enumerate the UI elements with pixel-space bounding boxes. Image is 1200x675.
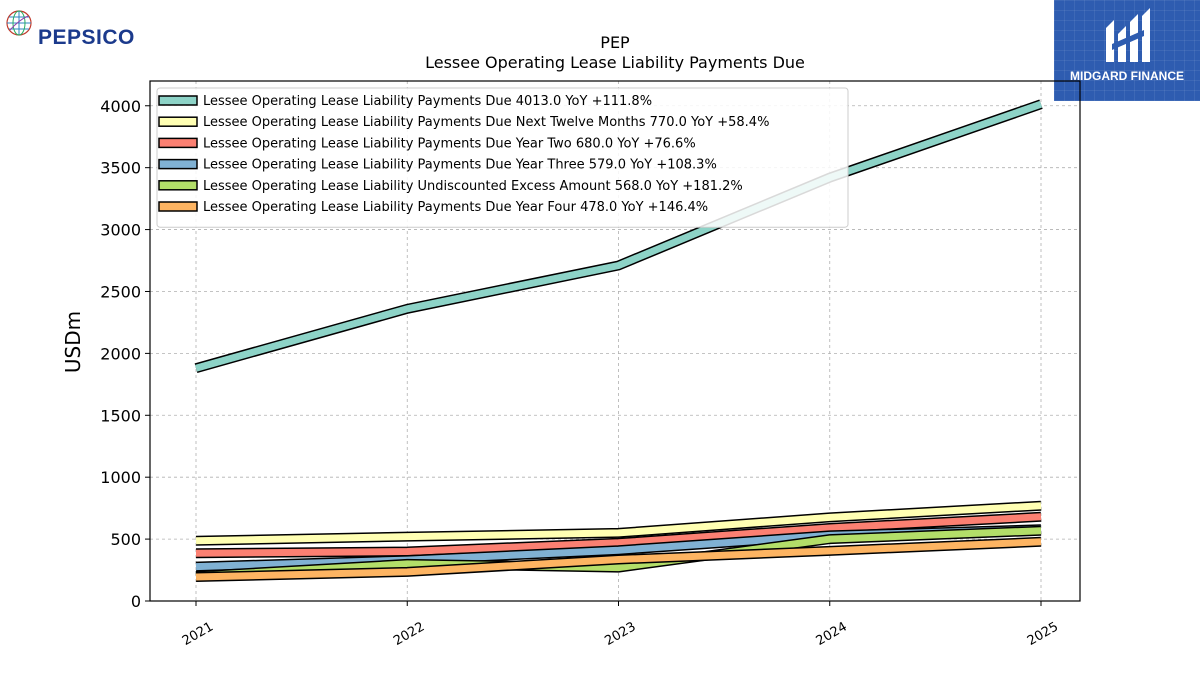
series-line [195,527,1042,580]
legend-entry-label: Lessee Operating Lease Liability Payment… [203,158,717,173]
y-tick-label: 3500 [100,159,141,178]
plot-frame [149,80,1081,602]
x-tick-label: 2022 [391,619,427,649]
y-tick-label: 2000 [100,344,141,363]
legend-box [156,87,849,228]
y-tick-label: 500 [110,530,141,549]
globe-icon [6,10,32,36]
y-axis: 0 500 1000 1500 2000 2500 3000 3500 4000 [100,97,150,611]
y-tick-label: 0 [131,592,141,611]
legend-swatch [158,137,198,149]
legend-entry-label: Lessee Operating Lease Liability Payment… [203,200,708,215]
legend-entry-label: Lessee Operating Lease Liability Payment… [203,94,652,109]
midgard-mark-icon [1106,8,1150,62]
y-tick-label: 4000 [100,97,141,116]
y-tick-label: 2500 [100,282,141,301]
legend-swatch [158,201,198,212]
x-axis: 2021 2022 2023 2024 2025 [180,601,1061,649]
chart-subtitle: Lessee Operating Lease Liability Payment… [425,53,805,72]
legend: Lessee Operating Lease Liability Payment… [156,87,849,228]
legend-swatch [158,158,198,170]
series-line [195,538,1042,581]
chart-title: PEP [600,33,630,52]
midgard-finance-logo: MIDGARD FINANCE [1054,0,1200,101]
legend-swatch [158,180,198,191]
series-lines [194,99,1043,582]
series-line [195,100,1043,372]
x-tick-label: 2024 [814,619,850,649]
y-axis-label: USDm [61,311,85,373]
y-tick-label: 1000 [100,468,141,487]
legend-entry-label: Lessee Operating Lease Liability Payment… [203,136,696,151]
series-line [195,513,1042,557]
pepsico-wordmark: PEPSICO [38,26,135,49]
x-tick-label: 2025 [1025,619,1061,649]
legend-swatch [158,116,198,127]
pepsico-logo: PEPSICO [4,6,164,49]
x-tick-label: 2021 [180,619,216,649]
series-line [195,502,1042,545]
legend-entry-label: Lessee Operating Lease Liability Payment… [203,115,769,130]
legend-entry-label: Lessee Operating Lease Liability Undisco… [203,179,743,194]
x-tick-label: 2023 [602,619,638,649]
legend-swatch [158,95,198,106]
y-tick-label: 3000 [100,221,141,240]
y-tick-label: 1500 [100,406,141,425]
midgard-wordmark: MIDGARD FINANCE [1070,69,1184,83]
